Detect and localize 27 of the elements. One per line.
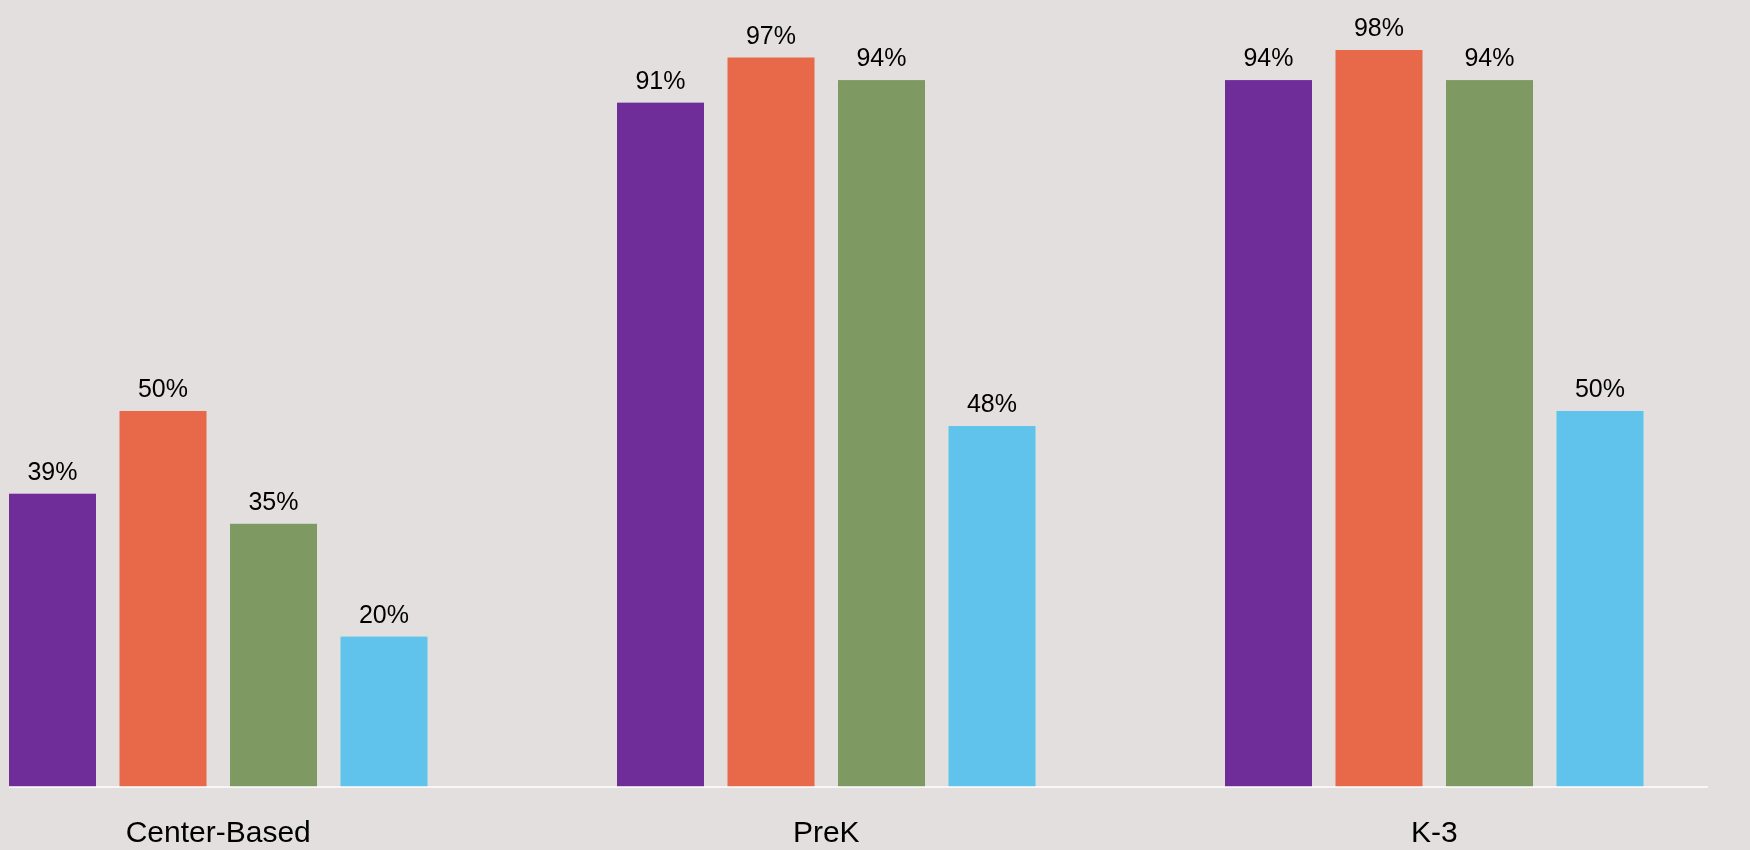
x-tick-label: K-3: [1410, 815, 1458, 848]
data-label: 35%: [248, 486, 299, 515]
bar: [230, 523, 317, 787]
data-label: 48%: [966, 389, 1018, 418]
x-tick-label: Center-Based: [125, 815, 311, 848]
data-label: 50%: [137, 373, 189, 402]
bar: [1225, 80, 1312, 787]
data-label: 39%: [27, 456, 78, 485]
bar: [948, 426, 1036, 787]
x-tick-label: PreK: [792, 815, 860, 848]
data-label: 50%: [1574, 373, 1626, 402]
data-label: 91%: [635, 65, 686, 94]
data-label: 98%: [1353, 13, 1405, 41]
bar: [838, 80, 925, 787]
data-label: 94%: [1243, 43, 1294, 72]
bar: [1556, 410, 1644, 787]
bar: [1335, 50, 1423, 787]
bar: [727, 57, 815, 787]
data-label: 97%: [745, 20, 797, 49]
bar: [1446, 80, 1533, 787]
data-label: 94%: [856, 43, 907, 72]
bar: [340, 636, 428, 787]
bar: [9, 493, 96, 787]
bar: [617, 102, 704, 787]
data-label: 94%: [1464, 43, 1515, 72]
bar: [119, 410, 207, 787]
data-label: 20%: [358, 599, 410, 628]
